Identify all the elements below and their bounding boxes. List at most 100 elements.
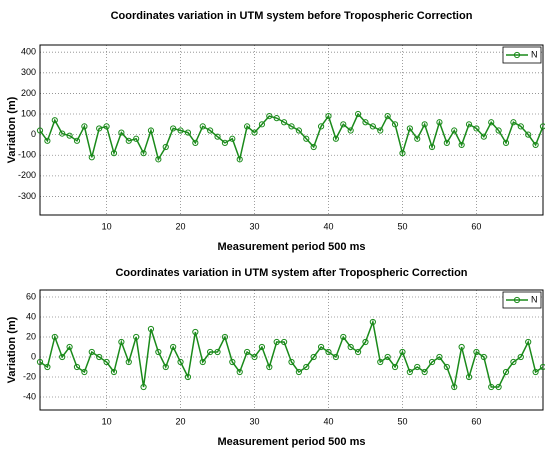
data-point bbox=[258, 343, 266, 351]
legend-marker bbox=[513, 296, 521, 304]
x-tick-label: 10 bbox=[102, 416, 112, 426]
data-point bbox=[310, 353, 317, 361]
data-point bbox=[428, 143, 436, 151]
x-tick-label: 60 bbox=[471, 416, 481, 426]
y-tick-label: -40 bbox=[23, 391, 36, 401]
y-tick-label: 60 bbox=[26, 291, 36, 301]
data-point bbox=[236, 156, 243, 163]
data-point bbox=[288, 123, 295, 130]
data-point bbox=[273, 338, 280, 346]
data-point bbox=[362, 338, 369, 346]
data-point bbox=[118, 129, 125, 136]
data-point bbox=[428, 358, 436, 366]
data-point bbox=[525, 338, 532, 346]
data-point bbox=[184, 373, 192, 381]
data-point bbox=[391, 121, 399, 128]
data-point bbox=[88, 154, 95, 161]
data-point bbox=[73, 363, 81, 371]
data-point bbox=[391, 363, 399, 371]
y-tick-label: 100 bbox=[21, 108, 36, 118]
data-point bbox=[214, 133, 221, 140]
legend-label: N bbox=[531, 49, 538, 59]
data-point bbox=[251, 129, 258, 136]
y-tick-label: -300 bbox=[18, 191, 36, 201]
data-point bbox=[488, 383, 495, 391]
x-tick-label: 10 bbox=[102, 221, 112, 231]
data-point bbox=[502, 139, 510, 146]
data-point bbox=[192, 328, 199, 336]
data-point bbox=[510, 358, 517, 366]
data-point bbox=[118, 338, 125, 346]
data-point bbox=[207, 348, 214, 356]
data-point bbox=[281, 119, 288, 126]
data-point bbox=[244, 348, 251, 356]
data-point bbox=[325, 112, 332, 120]
y-tick-label: 20 bbox=[26, 331, 36, 341]
data-point bbox=[88, 348, 95, 356]
x-tick-label: 50 bbox=[397, 416, 407, 426]
data-point bbox=[59, 353, 66, 361]
data-point bbox=[207, 127, 214, 134]
data-point bbox=[406, 125, 413, 132]
data-point bbox=[51, 333, 58, 341]
y-tick-label: -200 bbox=[18, 170, 36, 180]
data-point bbox=[465, 121, 473, 128]
data-point bbox=[295, 368, 302, 376]
data-point bbox=[288, 358, 295, 366]
data-point bbox=[443, 139, 450, 146]
data-point bbox=[73, 137, 81, 144]
data-point bbox=[81, 123, 88, 130]
data-point bbox=[177, 358, 184, 366]
x-axis-label: Measurement period 500 ms bbox=[218, 436, 366, 448]
data-point bbox=[539, 363, 545, 371]
data-point bbox=[81, 368, 88, 376]
data-point bbox=[354, 348, 362, 356]
y-tick-label: -20 bbox=[23, 371, 36, 381]
y-tick-label: -100 bbox=[18, 150, 36, 160]
data-point bbox=[369, 318, 376, 326]
data-point bbox=[532, 368, 539, 376]
y-tick-label: 200 bbox=[21, 88, 36, 98]
plot-area bbox=[36, 318, 545, 391]
data-point bbox=[44, 363, 51, 371]
data-point bbox=[214, 348, 221, 356]
data-point bbox=[525, 131, 532, 138]
data-point bbox=[103, 358, 110, 366]
y-tick-label: 0 bbox=[31, 351, 36, 361]
data-point bbox=[495, 127, 502, 134]
data-point bbox=[192, 139, 199, 146]
data-point bbox=[162, 363, 169, 371]
data-line bbox=[39, 319, 544, 390]
legend-marker bbox=[513, 51, 521, 59]
data-point bbox=[125, 137, 132, 144]
data-point bbox=[340, 121, 347, 128]
data-point bbox=[140, 383, 147, 391]
x-tick-label: 50 bbox=[397, 221, 407, 231]
y-axis-label: Variation (m) bbox=[6, 316, 18, 383]
data-point bbox=[303, 363, 310, 371]
data-point bbox=[421, 121, 428, 128]
data-point bbox=[103, 123, 110, 130]
data-point bbox=[170, 125, 177, 132]
data-point bbox=[36, 358, 44, 366]
data-point bbox=[155, 156, 162, 163]
data-point bbox=[488, 119, 495, 126]
data-point bbox=[377, 127, 384, 134]
data-point bbox=[362, 119, 369, 126]
data-point bbox=[140, 150, 147, 157]
data-point bbox=[295, 127, 302, 134]
data-point bbox=[414, 135, 421, 142]
chart-title: Coordinates variation in UTM system afte… bbox=[115, 267, 467, 279]
data-point bbox=[199, 358, 206, 366]
data-point bbox=[96, 353, 103, 361]
data-point bbox=[480, 133, 487, 140]
x-tick-label: 40 bbox=[323, 221, 333, 231]
data-point bbox=[377, 358, 384, 366]
data-point bbox=[66, 132, 73, 139]
data-point bbox=[384, 112, 391, 120]
data-point bbox=[458, 141, 465, 149]
data-point bbox=[236, 368, 243, 376]
data-point bbox=[325, 348, 332, 356]
plot-frame bbox=[39, 44, 544, 216]
